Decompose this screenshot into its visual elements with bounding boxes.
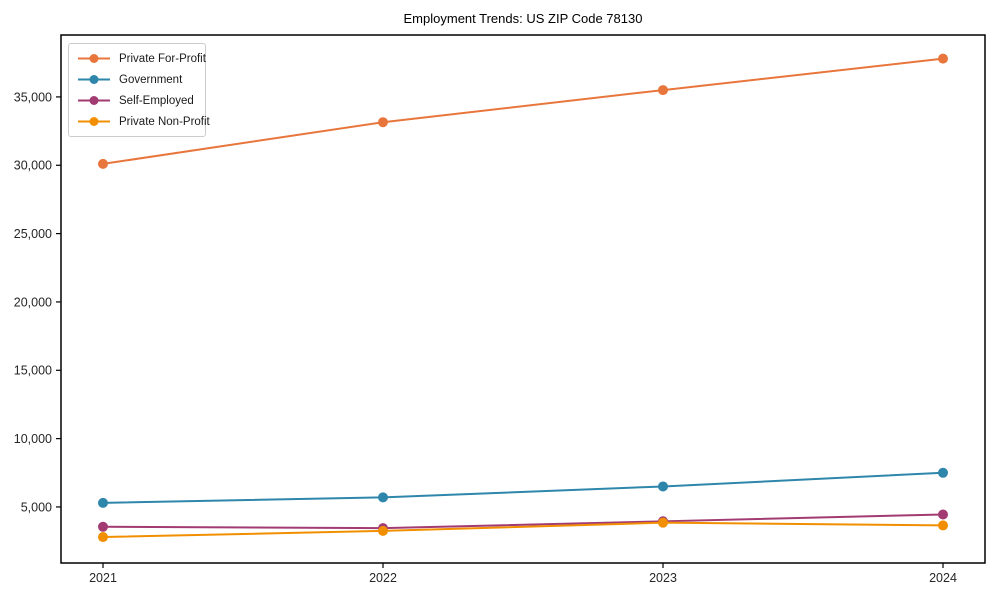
data-point bbox=[98, 158, 108, 169]
legend-line-dot-icon bbox=[78, 117, 110, 126]
y-tick-label: 20,000 bbox=[14, 295, 52, 309]
data-point bbox=[378, 492, 388, 503]
legend-label: Government bbox=[119, 73, 183, 86]
x-tick-label: 2022 bbox=[369, 571, 397, 585]
axes-frame bbox=[60, 34, 986, 564]
legend-item: Private For-Profit bbox=[76, 48, 206, 69]
data-point bbox=[938, 509, 948, 520]
x-tick-label: 2023 bbox=[649, 571, 677, 585]
y-tick-label: 15,000 bbox=[14, 364, 52, 378]
data-point bbox=[658, 481, 668, 492]
data-point bbox=[658, 517, 668, 528]
data-point bbox=[98, 497, 108, 508]
y-tick-label: 25,000 bbox=[14, 227, 52, 241]
series-line-government bbox=[102, 471, 944, 504]
x-tick-label: 2024 bbox=[929, 571, 957, 585]
legend-label: Self-Employed bbox=[119, 94, 194, 107]
legend-item: Government bbox=[76, 69, 199, 90]
data-point bbox=[378, 525, 388, 536]
y-tick-label: 5,000 bbox=[21, 500, 52, 514]
legend-label: Private Non-Profit bbox=[119, 115, 210, 128]
y-tick-label: 30,000 bbox=[14, 159, 52, 173]
data-point bbox=[658, 85, 668, 96]
data-point bbox=[938, 520, 948, 531]
data-point bbox=[98, 532, 108, 543]
chart-title: Employment Trends: US ZIP Code 78130 bbox=[403, 11, 643, 26]
legend-line-dot-icon bbox=[78, 96, 110, 105]
legend-label: Private For-Profit bbox=[119, 52, 206, 65]
legend-line-dot-icon bbox=[78, 75, 110, 84]
x-tick-label: 2021 bbox=[89, 571, 117, 585]
data-point bbox=[98, 521, 108, 532]
data-point bbox=[378, 117, 388, 128]
legend-line-dot-icon bbox=[78, 54, 110, 63]
series-line-self-employed bbox=[102, 513, 944, 530]
y-tick-label: 10,000 bbox=[14, 432, 52, 446]
series-line-private-non-profit bbox=[102, 521, 944, 539]
legend-item: Private Non-Profit bbox=[76, 111, 210, 132]
legend-item: Self-Employed bbox=[76, 90, 199, 111]
data-point bbox=[938, 467, 948, 478]
data-point bbox=[938, 53, 948, 64]
y-tick-label: 35,000 bbox=[14, 90, 52, 104]
legend: Private For-Profit Government Self-Employe… bbox=[68, 43, 210, 137]
series-line-private-for-profit bbox=[102, 57, 944, 165]
